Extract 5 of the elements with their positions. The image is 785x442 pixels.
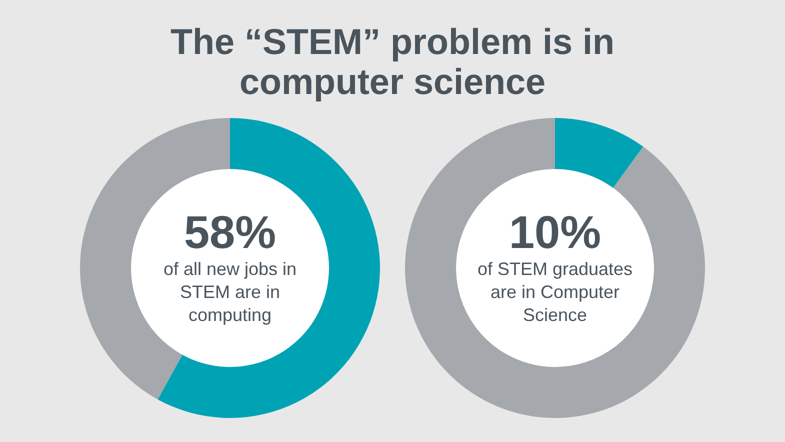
chart-title: The “STEM” problem is in computer science [169, 21, 616, 102]
text: of all new jobs in STEM are in computing [162, 258, 298, 327]
text: of STEM graduates are in Computer Science [476, 258, 634, 327]
text: 58% [182, 206, 278, 258]
text: 10% [508, 206, 602, 258]
